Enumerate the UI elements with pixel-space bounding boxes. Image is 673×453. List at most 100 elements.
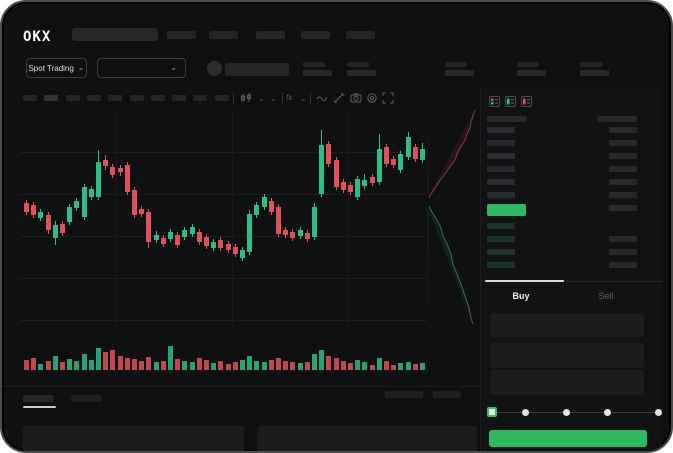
buy-button[interactable] <box>489 430 647 447</box>
orders-table-placeholder <box>23 426 244 451</box>
indicator-fx-icon[interactable]: fx <box>286 93 293 102</box>
timeframe-button-4[interactable] <box>108 95 123 101</box>
timeframe-button-9[interactable] <box>214 95 229 101</box>
volume-bar <box>24 360 29 370</box>
nav-item-1[interactable] <box>209 31 238 39</box>
pair-dropdown[interactable]: ⌄ <box>97 58 186 78</box>
amount-slider-track[interactable] <box>493 412 660 413</box>
timeframe-button-8[interactable] <box>193 95 208 101</box>
candle <box>52 225 58 238</box>
volume-bar <box>398 363 404 370</box>
candle <box>297 230 303 236</box>
candle <box>261 197 267 207</box>
nav-item-3[interactable] <box>301 31 330 39</box>
slider-dot-0[interactable] <box>522 409 529 416</box>
candle <box>45 215 51 230</box>
interval-chevron-icon[interactable]: ⌄. <box>270 94 279 103</box>
tab-order-history[interactable] <box>71 395 102 402</box>
bottom-action-placeholder[interactable] <box>433 391 461 398</box>
candle <box>24 203 29 212</box>
stat-value-placeholder <box>347 70 376 76</box>
chevron-down-icon: ⌄ <box>170 63 177 72</box>
line-tool-icon[interactable] <box>316 92 329 104</box>
divider <box>233 92 234 104</box>
trade-input-0[interactable] <box>490 313 644 337</box>
camera-icon[interactable] <box>350 92 362 104</box>
volume-bar <box>182 361 188 370</box>
candle <box>211 242 217 248</box>
ask-amount-placeholder <box>609 153 637 159</box>
divider <box>481 281 663 282</box>
timeframe-button-0[interactable] <box>23 95 37 101</box>
nav-item-0[interactable] <box>167 31 196 39</box>
last-price-badge[interactable] <box>487 204 526 216</box>
timeframe-button-2[interactable] <box>65 95 80 101</box>
candle <box>225 244 231 250</box>
book-sell-icon[interactable] <box>521 94 532 107</box>
timeframe-button-6[interactable] <box>150 95 165 101</box>
volume-bar <box>175 359 181 370</box>
timeframe-button-5[interactable] <box>129 95 144 101</box>
candle <box>384 147 389 164</box>
candle <box>110 167 116 175</box>
candle <box>196 232 202 242</box>
stat-value-placeholder <box>517 70 546 76</box>
amount-slider-handle[interactable] <box>487 407 497 417</box>
gridline <box>232 108 233 332</box>
volume-bar <box>225 364 231 370</box>
bid-amount-placeholder <box>609 236 637 242</box>
book-both-icon[interactable] <box>489 94 500 107</box>
candle <box>333 160 339 187</box>
bid-price-placeholder <box>487 249 515 255</box>
trade-input-2[interactable] <box>490 370 644 395</box>
candle <box>391 159 397 165</box>
fullscreen-icon[interactable] <box>382 92 394 104</box>
nav-item-2[interactable] <box>256 31 285 39</box>
volume-bar <box>31 358 37 370</box>
gridline <box>20 278 427 279</box>
candle <box>362 180 368 186</box>
slider-dot-3[interactable] <box>655 409 662 416</box>
candle <box>74 201 80 208</box>
timeframe-button-3[interactable] <box>86 95 101 101</box>
candle <box>182 230 188 237</box>
settings-gear-icon[interactable] <box>366 92 378 104</box>
slider-dot-2[interactable] <box>604 409 611 416</box>
book-buy-icon[interactable] <box>505 94 516 107</box>
volume-bar <box>211 363 217 370</box>
compare-chevron-icon[interactable]: ⌄ <box>300 94 307 103</box>
trade-input-1[interactable] <box>490 343 644 368</box>
volume-bar <box>74 361 80 370</box>
ask-amount-placeholder <box>609 205 637 211</box>
depth-chart[interactable] <box>427 109 480 327</box>
slider-dot-1[interactable] <box>563 409 570 416</box>
volume-bar <box>124 358 130 370</box>
timeframe-button-7[interactable] <box>172 95 187 101</box>
bottom-action-placeholder[interactable] <box>385 391 423 398</box>
candle <box>340 182 346 190</box>
ask-price-placeholder <box>487 179 515 185</box>
candle <box>103 160 109 166</box>
candle <box>355 179 361 197</box>
volume-bar <box>405 362 411 370</box>
draw-tool-icon[interactable] <box>333 92 345 104</box>
volume-bar <box>333 358 339 370</box>
candle-style-icon[interactable] <box>240 92 252 104</box>
nav-item-4[interactable] <box>346 31 375 39</box>
candle <box>153 235 159 240</box>
tab-buy[interactable]: Buy <box>512 291 530 301</box>
search-input[interactable] <box>72 28 158 41</box>
market-type-button[interactable]: Spot Trading ⌄ <box>26 58 87 78</box>
volume-bar <box>384 361 389 370</box>
divider <box>282 92 283 104</box>
tab-sell[interactable]: Sell <box>598 291 614 301</box>
candlestick-chart[interactable] <box>20 108 427 372</box>
tab-open-orders[interactable] <box>23 395 54 402</box>
candle <box>376 149 382 182</box>
chevron-down-icon[interactable]: ⌄ <box>258 94 265 103</box>
candle <box>218 240 224 248</box>
ask-amount-placeholder <box>609 179 637 185</box>
timeframe-button-1[interactable] <box>44 95 59 101</box>
candle <box>240 250 245 258</box>
volume-bar <box>146 357 152 370</box>
